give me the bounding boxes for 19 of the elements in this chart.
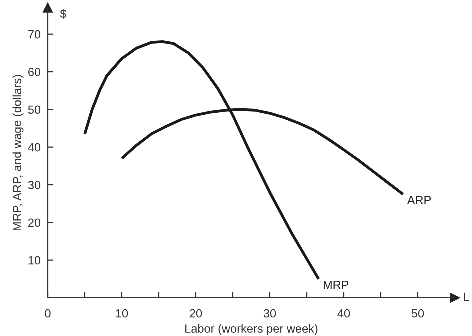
x-tick-label: 0	[45, 309, 51, 318]
x-tick-label: 30	[264, 309, 276, 318]
y-tick-label: 70	[28, 30, 41, 39]
x-axis-title: Labor (workers per week)	[186, 324, 318, 336]
y-tick-label: 20	[28, 218, 41, 228]
text: L	[464, 292, 470, 302]
y-axis-title: MRP, ARP, and wage (dollars)	[12, 75, 24, 231]
y-tick-label: 30	[28, 181, 41, 190]
x-tick-label: 20	[190, 309, 202, 318]
x-tick-label: 10	[116, 309, 128, 318]
y-tick-label: 40	[28, 143, 41, 152]
annotation: $	[60, 9, 67, 19]
x-tick-label: 50	[412, 309, 424, 318]
x-tick-label: 40	[338, 309, 350, 318]
y-tick-label: 60	[28, 68, 41, 76]
series-label: MRP	[324, 280, 349, 290]
series-label: ARP	[407, 196, 432, 204]
y-tick-label: 10	[28, 256, 41, 265]
y-tick-label: 50	[28, 106, 41, 114]
